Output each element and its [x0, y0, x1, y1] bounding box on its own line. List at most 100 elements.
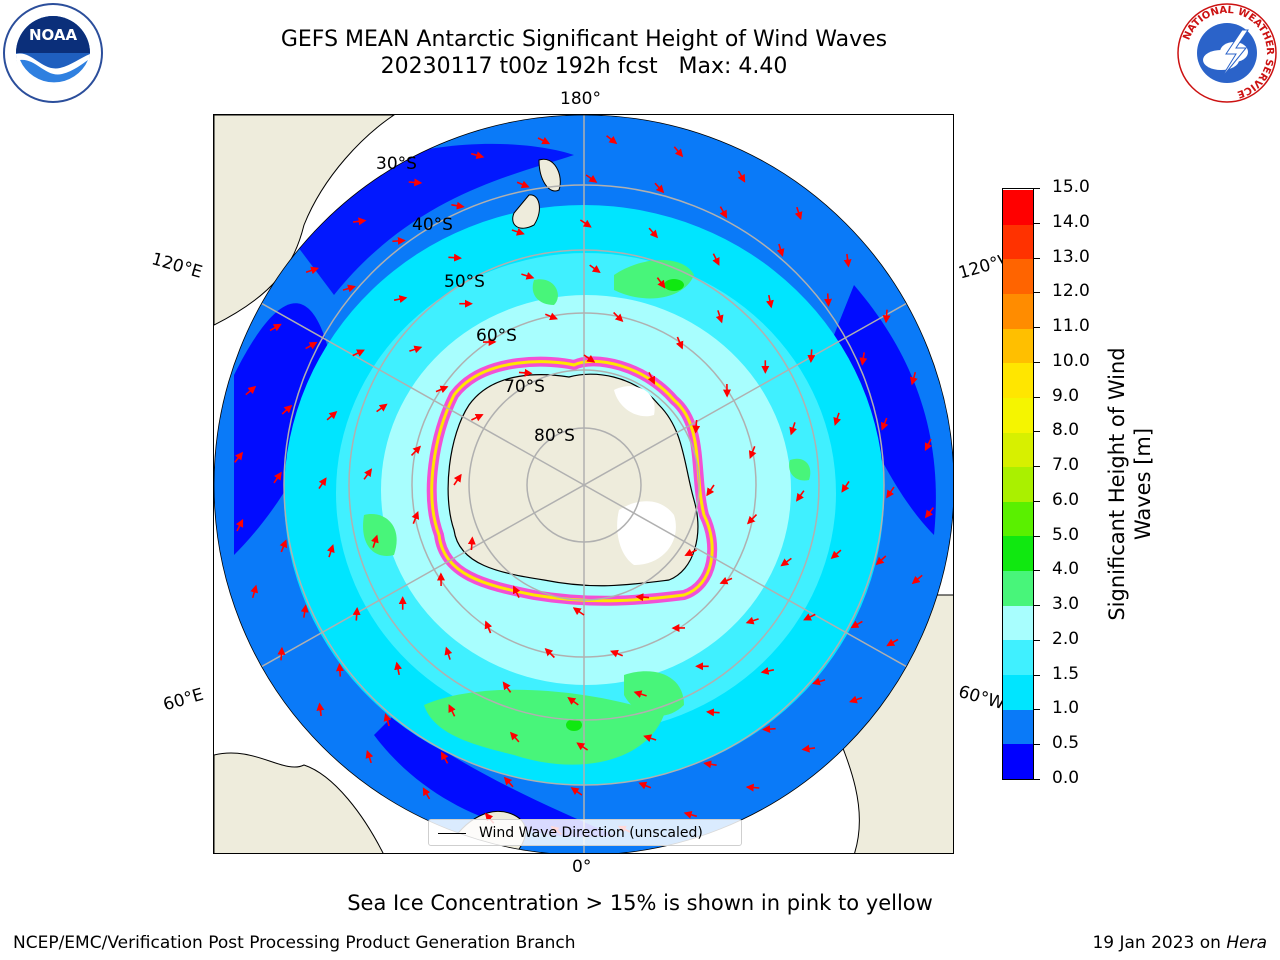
colorbar: [1002, 188, 1034, 780]
wave-direction-arrow: [841, 480, 850, 493]
wave-direction-arrow: [812, 677, 826, 686]
wave-direction-arrow: [803, 613, 816, 621]
wave-direction-arrow: [656, 277, 666, 289]
wave-direction-arrow: [502, 681, 512, 693]
colorbar-tick-mark: [1034, 605, 1040, 607]
wave-direction-arrow: [882, 309, 891, 324]
wave-direction-arrow: [352, 607, 361, 621]
wave-direction-arrow: [570, 787, 583, 796]
colorbar-segment: [1003, 743, 1033, 779]
wave-direction-arrow: [511, 227, 525, 236]
map-legend: Wind Wave Direction (unscaled): [428, 819, 742, 846]
legend-label: Wind Wave Direction (unscaled): [479, 825, 703, 841]
colorbar-segment: [1003, 674, 1033, 710]
wave-direction-arrow: [801, 744, 816, 753]
lon-label-60w: 60°W: [956, 681, 1007, 715]
colorbar-tick-label: 1.0: [1052, 698, 1080, 719]
wave-direction-arrow: [647, 372, 656, 385]
colorbar-tick-label: 12.0: [1052, 281, 1090, 302]
colorbar-tick-label: 10.0: [1052, 350, 1090, 371]
lat-label-50s: 50°S: [444, 272, 485, 292]
colorbar-tick-label: 5.0: [1052, 524, 1080, 545]
wave-direction-arrow: [843, 253, 852, 268]
wave-direction-arrow: [583, 354, 596, 363]
wave-direction-arrow: [648, 227, 659, 239]
wave-direction-arrow: [409, 345, 423, 354]
wave-direction-arrow: [269, 323, 282, 332]
wave-direction-arrow: [250, 584, 259, 599]
wave-direction-arrow: [512, 585, 521, 598]
colorbar-label: Significant Height of Wind Waves [m]: [1104, 274, 1156, 694]
wave-direction-arrow: [633, 690, 647, 698]
colorbar-tick-label: 4.0: [1052, 559, 1080, 580]
colorbar-tick-label: 2.0: [1052, 628, 1080, 649]
wave-direction-arrow: [794, 206, 803, 221]
wave-direction-arrow: [715, 310, 724, 324]
wave-direction-arrow: [789, 422, 797, 436]
wave-direction-arrow: [544, 647, 555, 659]
wave-direction-arrow: [745, 616, 759, 625]
wave-direction-arrow: [579, 219, 592, 228]
wave-direction-arrow: [411, 511, 420, 524]
wave-direction-arrow: [703, 760, 717, 769]
wind-wave-arrows: [234, 135, 934, 835]
colorbar-tick-label: 15.0: [1052, 177, 1090, 197]
colorbar-tick-mark: [1034, 188, 1040, 189]
wave-direction-arrow: [451, 201, 465, 210]
colorbar-tick-label: 9.0: [1052, 385, 1080, 406]
wave-direction-arrow: [795, 490, 805, 502]
colorbar-tick-mark: [1034, 570, 1040, 572]
wave-direction-arrow: [410, 445, 422, 456]
wave-direction-arrow: [435, 385, 449, 394]
wave-direction-arrow: [737, 170, 746, 183]
wave-direction-arrow: [824, 293, 833, 307]
colorbar-segment: [1003, 639, 1033, 676]
wave-direction-arrow: [911, 574, 923, 585]
wave-direction-arrow: [422, 787, 431, 800]
wave-direction-arrow: [613, 311, 624, 323]
wave-direction-arrow: [300, 604, 309, 618]
colorbar-segment: [1003, 397, 1033, 433]
wave-direction-arrow: [305, 266, 320, 275]
wave-direction-arrow: [470, 151, 485, 160]
wave-direction-arrow: [352, 349, 365, 357]
colorbar-tick-label: 7.0: [1052, 455, 1080, 476]
colorbar-segment: [1003, 535, 1033, 572]
colorbar-tick-label: 0.0: [1052, 768, 1080, 788]
wave-direction-arrow: [780, 557, 792, 567]
ocean-field: [214, 115, 953, 853]
wave-direction-arrow: [453, 473, 462, 486]
wave-direction-arrow: [683, 810, 698, 819]
credit-date: 19 Jan 2023 on Hera: [1092, 933, 1267, 953]
wave-direction-arrow: [576, 742, 589, 751]
wave-direction-arrow: [277, 646, 286, 661]
latitude-labels: 30°S 40°S 50°S 60°S 70°S 80°S: [376, 154, 575, 446]
wave-direction-arrow: [383, 713, 392, 727]
wave-direction-arrow: [848, 695, 863, 704]
wave-direction-arrow: [850, 620, 863, 629]
wave-direction-arrow: [273, 471, 282, 484]
colorbar-tick-mark: [1034, 466, 1040, 468]
wave-direction-arrow: [471, 413, 484, 422]
wave-direction-arrow: [235, 518, 244, 532]
colorbar-segment: [1003, 258, 1033, 294]
wave-direction-arrow: [762, 725, 776, 734]
wave-direction-arrow: [516, 180, 530, 189]
wave-direction-arrow: [745, 783, 760, 792]
colorbar-tick-mark: [1034, 709, 1040, 711]
wave-direction-arrow: [712, 253, 720, 266]
wave-direction-arrow: [545, 312, 558, 321]
colorbar-segment: [1003, 432, 1033, 468]
wave-direction-arrow: [518, 368, 533, 377]
colorbar-tick-mark: [1034, 500, 1040, 502]
colorbar-tick-label: 13.0: [1052, 246, 1090, 267]
wave-direction-arrow: [886, 638, 899, 647]
wave-direction-arrow: [281, 404, 293, 415]
wave-direction-arrow: [316, 702, 325, 717]
wave-direction-arrow: [924, 438, 933, 452]
wave-direction-arrow: [352, 217, 367, 226]
wave-direction-arrow: [673, 146, 684, 158]
wave-direction-arrow: [746, 514, 758, 525]
colorbar-tick-label: 8.0: [1052, 420, 1080, 441]
wave-direction-arrow: [719, 206, 728, 219]
